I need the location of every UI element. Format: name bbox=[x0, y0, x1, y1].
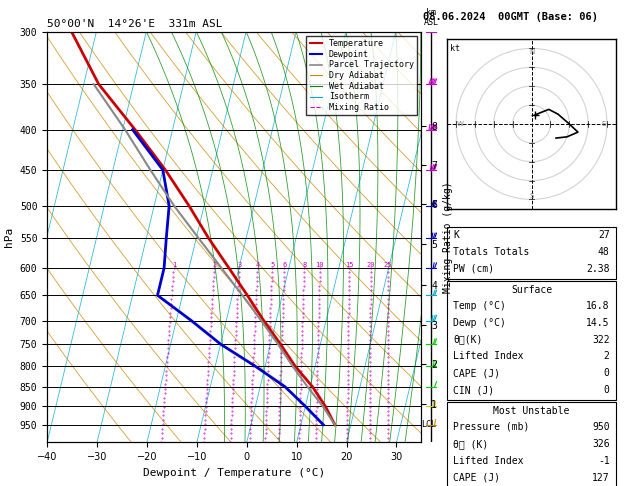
Text: 16.8: 16.8 bbox=[586, 301, 610, 311]
Text: N: N bbox=[529, 49, 534, 55]
Text: Pressure (mb): Pressure (mb) bbox=[454, 422, 530, 432]
Text: 127: 127 bbox=[592, 472, 610, 483]
Text: 322: 322 bbox=[592, 334, 610, 345]
Text: 25: 25 bbox=[384, 262, 392, 268]
Bar bbox=[447, 281, 616, 400]
Text: K: K bbox=[454, 230, 459, 240]
Text: 0: 0 bbox=[604, 385, 610, 395]
Text: kt: kt bbox=[450, 44, 460, 53]
Text: Lifted Index: Lifted Index bbox=[454, 351, 524, 362]
Text: S: S bbox=[530, 192, 533, 199]
Text: 2.38: 2.38 bbox=[586, 264, 610, 274]
Text: Totals Totals: Totals Totals bbox=[454, 247, 530, 257]
Text: W: W bbox=[457, 121, 463, 127]
Legend: Temperature, Dewpoint, Parcel Trajectory, Dry Adiabat, Wet Adiabat, Isotherm, Mi: Temperature, Dewpoint, Parcel Trajectory… bbox=[306, 36, 417, 115]
Text: CAPE (J): CAPE (J) bbox=[454, 472, 501, 483]
Text: 0: 0 bbox=[604, 368, 610, 378]
Text: Dewp (°C): Dewp (°C) bbox=[454, 318, 506, 328]
Text: 3: 3 bbox=[237, 262, 242, 268]
Text: Lifted Index: Lifted Index bbox=[454, 456, 524, 466]
X-axis label: Dewpoint / Temperature (°C): Dewpoint / Temperature (°C) bbox=[143, 468, 325, 478]
Text: Temp (°C): Temp (°C) bbox=[454, 301, 506, 311]
Text: Surface: Surface bbox=[511, 285, 552, 295]
Text: 14.5: 14.5 bbox=[586, 318, 610, 328]
Text: CIN (J): CIN (J) bbox=[454, 385, 494, 395]
Text: 15: 15 bbox=[345, 262, 353, 268]
Text: Most Unstable: Most Unstable bbox=[493, 406, 570, 416]
Text: LCL: LCL bbox=[421, 420, 437, 429]
Text: PW (cm): PW (cm) bbox=[454, 264, 494, 274]
Text: θᴄ(K): θᴄ(K) bbox=[454, 334, 483, 345]
Text: -1: -1 bbox=[598, 456, 610, 466]
Text: θᴄ (K): θᴄ (K) bbox=[454, 439, 489, 449]
Text: 4: 4 bbox=[255, 262, 260, 268]
Text: 10: 10 bbox=[316, 262, 324, 268]
Bar bbox=[447, 402, 616, 486]
Text: 20: 20 bbox=[367, 262, 375, 268]
Text: 50°00'N  14°26'E  331m ASL: 50°00'N 14°26'E 331m ASL bbox=[47, 19, 223, 30]
Bar bbox=[447, 227, 616, 279]
Text: 48: 48 bbox=[598, 247, 610, 257]
Y-axis label: hPa: hPa bbox=[4, 227, 14, 247]
Text: 2: 2 bbox=[212, 262, 216, 268]
Text: 6: 6 bbox=[282, 262, 287, 268]
Text: 8: 8 bbox=[302, 262, 306, 268]
Text: 27: 27 bbox=[598, 230, 610, 240]
Text: 2: 2 bbox=[604, 351, 610, 362]
Text: CAPE (J): CAPE (J) bbox=[454, 368, 501, 378]
Text: 326: 326 bbox=[592, 439, 610, 449]
Text: 1: 1 bbox=[172, 262, 176, 268]
Text: 5: 5 bbox=[270, 262, 274, 268]
Text: 08.06.2024  00GMT (Base: 06): 08.06.2024 00GMT (Base: 06) bbox=[423, 12, 598, 22]
Y-axis label: Mixing Ratio (g/kg): Mixing Ratio (g/kg) bbox=[443, 181, 453, 293]
Text: E: E bbox=[601, 121, 605, 127]
Text: km
ASL: km ASL bbox=[423, 8, 438, 28]
Text: 950: 950 bbox=[592, 422, 610, 432]
